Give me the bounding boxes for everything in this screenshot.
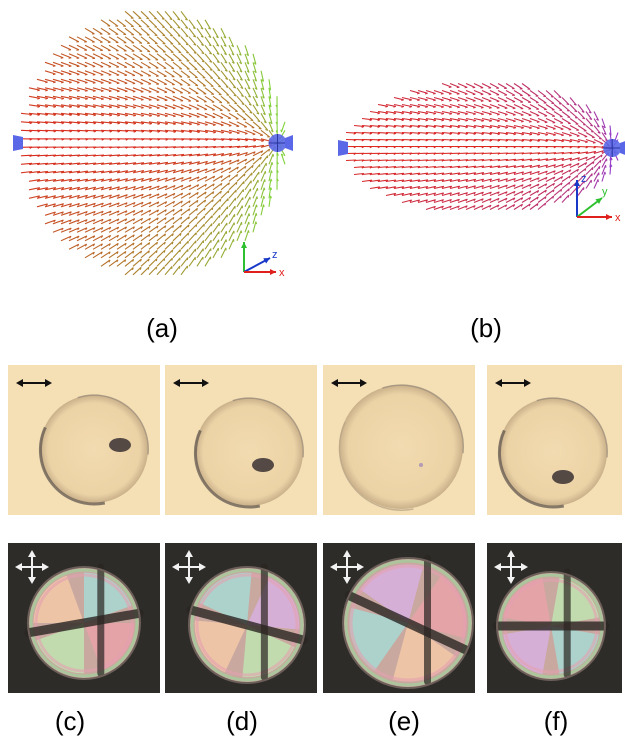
bright-field-image-c xyxy=(8,365,160,515)
panel-label-a: (a) xyxy=(146,313,178,343)
polarized-image-e xyxy=(323,543,475,693)
polarizer-icon xyxy=(173,379,209,387)
polarized-image-f xyxy=(487,543,622,693)
panel-label-c: (c) xyxy=(54,706,86,736)
crossed-polarizers-icon xyxy=(15,550,49,584)
axis-x-arrow-a xyxy=(244,269,276,275)
axis-z-label-b: z xyxy=(581,173,587,185)
polarized-image-d xyxy=(165,543,317,693)
droplet xyxy=(40,395,148,503)
panel-label-b: (b) xyxy=(470,313,502,343)
panel-label-e: (e) xyxy=(388,706,420,736)
defect-spot xyxy=(419,463,423,467)
droplet xyxy=(339,385,463,509)
birefringent-droplet xyxy=(186,563,308,684)
panel-label-f: (f) xyxy=(543,706,569,736)
surface-marker-left xyxy=(13,135,23,151)
defect-spot xyxy=(552,470,574,484)
panel-label-d: (d) xyxy=(226,706,258,736)
defect-spot xyxy=(252,458,274,472)
polarizer-icon xyxy=(495,379,531,387)
axis-x-label-b: x xyxy=(615,212,621,224)
droplet xyxy=(195,398,303,506)
birefringent-droplet xyxy=(24,563,144,680)
crossed-polarizers-icon xyxy=(330,550,364,584)
axis-z-arrow-a xyxy=(243,257,271,273)
director-rods xyxy=(345,82,619,211)
axis-x-arrow-b xyxy=(577,214,612,220)
surface-marker-left xyxy=(338,140,348,156)
bright-field-image-d xyxy=(165,365,317,515)
axis-y-arrow-b xyxy=(576,197,603,218)
crossed-polarizers-icon xyxy=(172,550,206,584)
polarized-image-c xyxy=(8,543,160,693)
director-field-sphere: zx xyxy=(13,10,293,279)
axis-y-label-b: y xyxy=(602,186,608,198)
axis-y-arrow-a xyxy=(241,242,247,272)
polarizer-icon xyxy=(16,379,52,387)
crossed-polarizers-icon xyxy=(494,550,528,584)
director-rods xyxy=(20,10,286,276)
bright-field-image-f xyxy=(487,365,622,515)
director-field-ellipsoid: z y x xyxy=(338,82,625,224)
droplet xyxy=(499,398,607,506)
surface-marker-right xyxy=(285,135,293,151)
axis-z-label-a: z xyxy=(272,249,278,261)
surface-marker-right xyxy=(620,141,625,155)
bright-field-image-e xyxy=(323,365,475,515)
birefringent-droplet xyxy=(492,568,610,681)
polarizer-icon xyxy=(331,379,367,387)
axis-z-arrow-b xyxy=(574,180,580,217)
birefringent-droplet xyxy=(342,554,474,689)
defect-spot xyxy=(109,438,131,452)
axis-x-label-a: x xyxy=(279,267,285,279)
panel-b-director-field: z y x xyxy=(330,70,625,240)
